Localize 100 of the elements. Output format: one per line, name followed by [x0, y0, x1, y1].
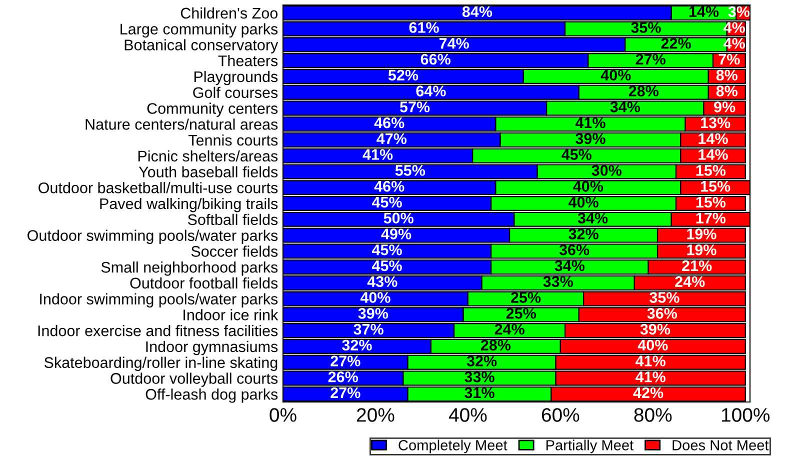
data-label: 47%: [376, 133, 407, 144]
data-label: 46%: [374, 117, 404, 128]
data-label: 45%: [372, 196, 402, 208]
y-tick-label: Outdoor football fields: [130, 277, 278, 289]
y-tick-label: Off-leash dog parks: [146, 388, 278, 403]
y-tick-label: Outdoor volleyball courts: [110, 372, 278, 387]
legend-label: Partially Meet: [546, 440, 634, 454]
data-label: 31%: [464, 387, 494, 398]
x-tick-label: 0%: [270, 408, 296, 422]
y-tick-label: Indoor exercise and fitness facilities: [38, 325, 278, 336]
data-label: 40%: [600, 70, 631, 81]
data-label: 21%: [682, 260, 712, 272]
y-tick-label: Theaters: [218, 55, 278, 66]
y-tick-label: Tennis courts: [188, 134, 278, 146]
data-label: 26%: [328, 371, 358, 382]
data-label: 22%: [661, 38, 691, 49]
data-label: 39%: [358, 308, 388, 319]
data-label: 24%: [675, 276, 705, 287]
data-label: 27%: [636, 54, 666, 65]
y-tick-label: Youth baseball fields: [138, 166, 278, 178]
y-tick-label: Golf courses: [193, 86, 278, 98]
y-tick-label: Indoor swimming pools/water parks: [40, 293, 278, 308]
data-label: 15%: [700, 180, 730, 192]
data-label: 32%: [568, 228, 598, 240]
x-tick-label: 20%: [356, 408, 394, 422]
data-label: 57%: [400, 102, 430, 112]
data-label: 8%: [716, 70, 738, 81]
data-label: 61%: [409, 22, 439, 33]
data-label: 41%: [636, 356, 666, 366]
y-tick-label: Softball fields: [188, 214, 278, 226]
y-tick-label: Community centers: [147, 102, 278, 117]
y-tick-label: Paved walking/biking trails: [100, 198, 278, 212]
data-label: 34%: [554, 260, 585, 272]
x-tick-label: 80%: [634, 408, 672, 422]
data-label: 35%: [631, 22, 661, 33]
data-label: 35%: [650, 292, 680, 303]
y-tick-label: Picnic shelters/areas: [138, 150, 278, 162]
data-label: 14%: [689, 6, 719, 18]
data-label: 7%: [718, 54, 740, 65]
legend-label: Completely Meet: [398, 440, 508, 454]
data-label: 40%: [360, 292, 390, 303]
data-label: 14%: [698, 133, 728, 144]
data-label: 27%: [330, 387, 360, 398]
data-label: 43%: [367, 276, 398, 288]
x-tick-label: 60%: [542, 408, 580, 422]
y-tick-label: Nature centers/natural areas: [86, 118, 278, 130]
y-tick-label: Outdoor basketball/multi-use courts: [38, 182, 278, 194]
data-label: 50%: [384, 212, 414, 224]
data-label: 49%: [381, 228, 412, 240]
data-label: 33%: [543, 276, 573, 288]
data-label: 55%: [395, 165, 426, 176]
data-label: 41%: [575, 117, 606, 128]
data-label: 33%: [464, 371, 494, 382]
data-label: 36%: [559, 244, 590, 256]
data-label: 84%: [462, 6, 492, 18]
y-tick-label: Playgrounds: [194, 70, 278, 86]
data-label: 45%: [372, 244, 402, 256]
data-label: 45%: [562, 149, 592, 160]
y-tick-label: Indoor ice rink: [184, 309, 278, 320]
data-label: 34%: [610, 102, 640, 112]
data-label: 46%: [374, 180, 404, 192]
x-tick-label: 100%: [722, 408, 770, 422]
data-label: 40%: [638, 340, 668, 351]
data-label: 52%: [388, 70, 418, 81]
data-label: 14%: [698, 149, 728, 160]
data-label: 45%: [372, 260, 402, 272]
y-tick-label: Botanical conservatory: [124, 39, 278, 54]
data-label: 25%: [506, 308, 536, 319]
data-label: 41%: [362, 149, 393, 160]
data-label: 27%: [330, 356, 360, 366]
y-tick-label: Skateboarding/roller in-line skating: [44, 356, 278, 372]
x-tick-label: 40%: [448, 408, 487, 422]
data-label: 15%: [696, 196, 726, 208]
data-label: 25%: [510, 292, 541, 303]
data-label: 74%: [439, 38, 469, 49]
data-label: 37%: [354, 324, 384, 335]
data-label: 32%: [342, 340, 372, 351]
data-label: 41%: [636, 372, 666, 382]
data-label: 64%: [416, 86, 446, 96]
data-label: 19%: [687, 228, 716, 240]
data-label: 66%: [420, 54, 450, 65]
data-label: 30%: [592, 165, 622, 176]
data-label: 42%: [633, 387, 664, 398]
legend-label: Does Not Meet: [672, 440, 769, 450]
data-label: 39%: [640, 324, 670, 335]
data-label: 39%: [576, 133, 606, 144]
data-label: 28%: [628, 86, 659, 96]
data-label: 28%: [480, 340, 511, 351]
y-tick-label: Indoor gymnasiums: [146, 340, 278, 356]
data-label: 17%: [696, 212, 726, 224]
y-tick-label: Outdoor swimming pools/water parks: [28, 230, 278, 244]
data-label: 32%: [466, 356, 497, 366]
data-label: 13%: [700, 117, 730, 128]
data-label: 40%: [573, 180, 604, 192]
y-tick-label: Children's Zoo: [180, 7, 278, 19]
data-label: 15%: [696, 165, 726, 176]
data-label: 24%: [494, 324, 524, 335]
data-label: 19%: [687, 244, 716, 256]
data-label: 36%: [647, 308, 678, 319]
data-label: 9%: [714, 102, 736, 112]
